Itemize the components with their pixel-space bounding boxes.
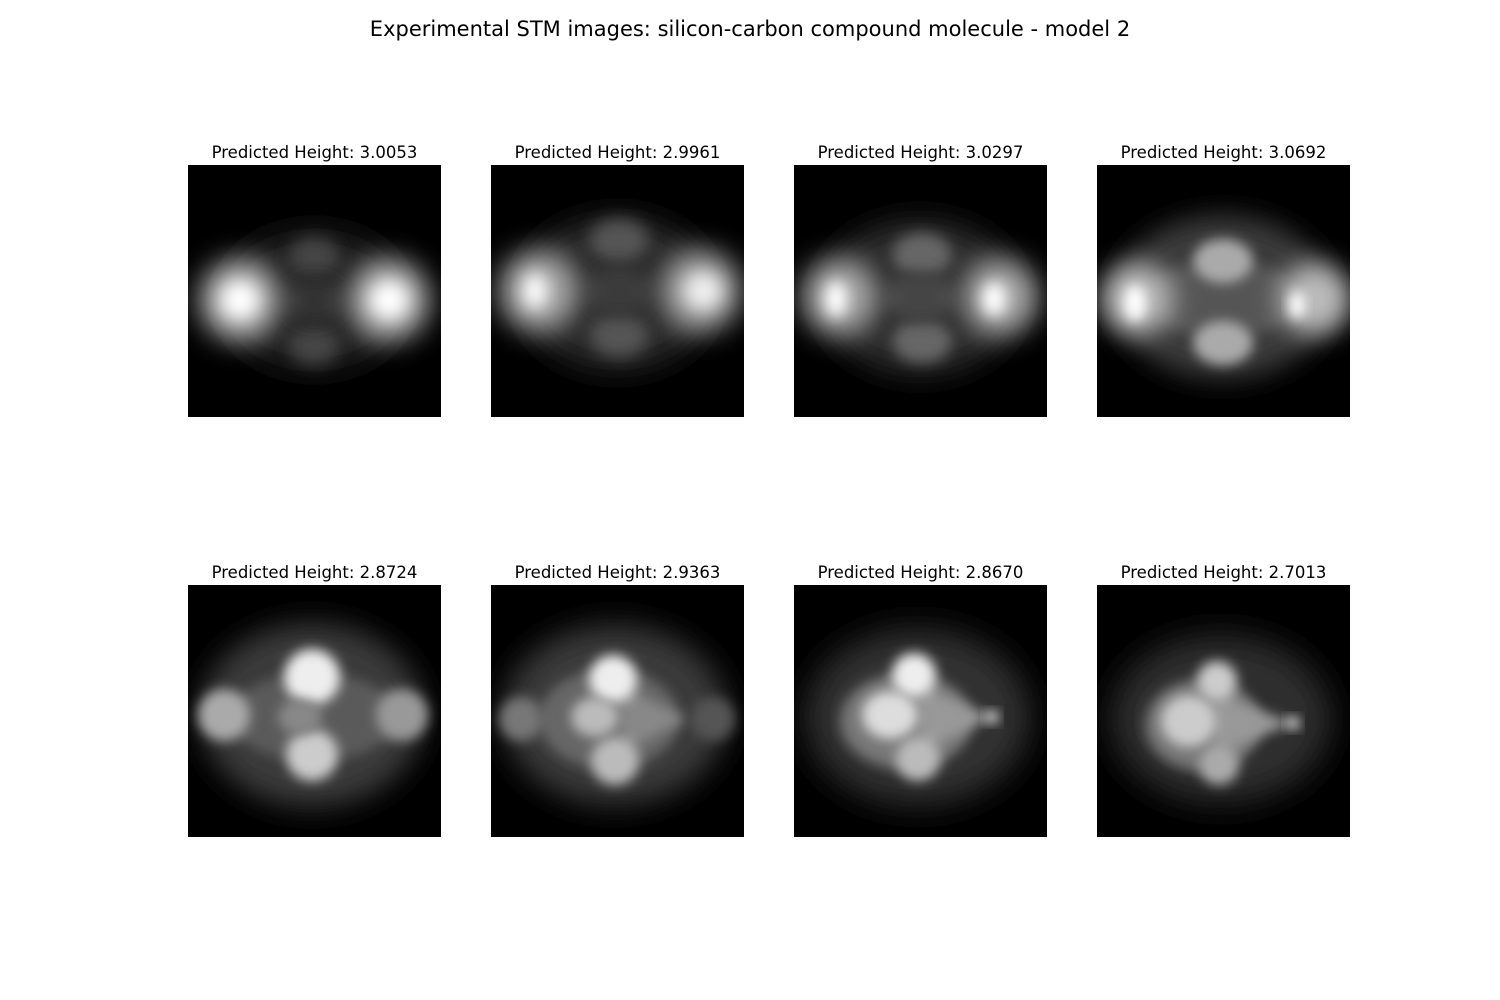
stm-panel-7: Predicted Height: 2.8670 (794, 561, 1047, 837)
stm-image-8 (1097, 585, 1350, 837)
stm-panel-5: Predicted Height: 2.8724 (188, 561, 441, 837)
panel-title-8: Predicted Height: 2.7013 (1120, 563, 1327, 582)
panel-title-7: Predicted Height: 2.8670 (817, 563, 1024, 582)
stm-panel-6: Predicted Height: 2.9363 (491, 561, 744, 837)
figure-title: Experimental STM images: silicon-carbon … (369, 17, 1131, 41)
panel-title-4: Predicted Height: 3.0692 (1120, 143, 1327, 162)
panel-title-2: Predicted Height: 2.9961 (514, 143, 721, 162)
stm-image-4 (1097, 165, 1350, 417)
stm-panel-4: Predicted Height: 3.0692 (1097, 141, 1350, 417)
stm-image-1 (188, 165, 441, 417)
stm-image-7 (794, 585, 1047, 837)
stm-image-6 (491, 585, 744, 837)
panel-title-5: Predicted Height: 2.8724 (211, 563, 418, 582)
stm-image-5 (188, 585, 441, 837)
panel-title-1: Predicted Height: 3.0053 (211, 143, 418, 162)
stm-panel-2: Predicted Height: 2.9961 (491, 141, 744, 417)
stm-image-2 (491, 165, 744, 417)
stm-panel-8: Predicted Height: 2.7013 (1097, 561, 1350, 837)
stm-panel-3: Predicted Height: 3.0297 (794, 141, 1047, 417)
stm-image-3 (794, 165, 1047, 417)
panel-title-6: Predicted Height: 2.9363 (514, 563, 721, 582)
stm-panel-1: Predicted Height: 3.0053 (188, 141, 441, 417)
panel-title-3: Predicted Height: 3.0297 (817, 143, 1024, 162)
